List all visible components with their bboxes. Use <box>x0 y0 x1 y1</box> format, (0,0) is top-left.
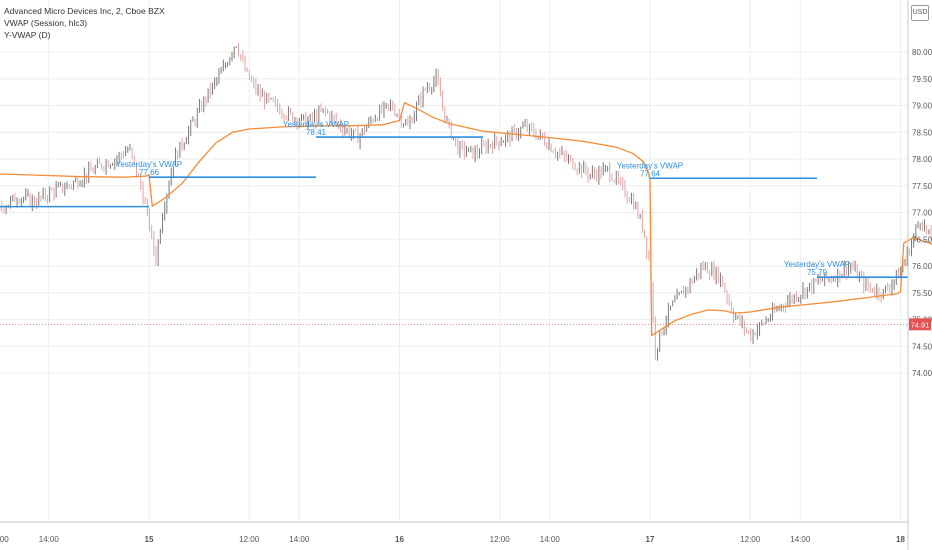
y-tick-label: 75.50 <box>912 289 932 298</box>
x-tick-label: 17 <box>646 535 655 544</box>
x-tick-label: 15 <box>145 535 154 544</box>
yvwap-indicator-label[interactable]: Y-VWAP (D) <box>4 30 51 40</box>
y-tick-label: 77.50 <box>912 182 932 191</box>
x-tick-label: 12:00 <box>740 535 761 544</box>
chart-legend: Advanced Micro Devices Inc, 2, Cboe BZX … <box>4 5 165 41</box>
x-tick-label: 14:00 <box>289 535 310 544</box>
grid <box>0 0 908 522</box>
x-tick-label: 12:00 <box>490 535 511 544</box>
x-tick-label: 18 <box>896 535 905 544</box>
y-tick-label: 77.00 <box>912 209 932 218</box>
last-price-label: 74.91 <box>911 320 930 329</box>
y-tick-label: 80.00 <box>912 48 932 57</box>
x-tick-label: 14:00 <box>39 535 60 544</box>
vwap-series-line <box>0 101 932 337</box>
yvwap-annotation-label: Yesterday's VWAP <box>283 120 349 129</box>
y-tick-label: 76.00 <box>912 262 932 271</box>
x-tick-label: 14:00 <box>790 535 811 544</box>
yvwap-annotation-label: Yesterday's VWAP <box>617 161 683 170</box>
y-tick-label: 79.50 <box>912 75 932 84</box>
y-tick-label: 79.00 <box>912 102 932 111</box>
yvwap-annotation-label: Yesterday's VWAP <box>784 260 850 269</box>
vwap-line <box>0 101 932 337</box>
yvwap-annotation-value: 77.66 <box>139 168 160 177</box>
y-tick-label: 76.50 <box>912 235 932 244</box>
yesterday-vwap-lines <box>0 136 908 279</box>
symbol-title[interactable]: Advanced Micro Devices Inc, 2, Cboe BZX <box>4 6 165 16</box>
y-tick-label: 78.50 <box>912 128 932 137</box>
yvwap-annotation-value: 78.41 <box>306 128 327 137</box>
price-bars <box>0 42 932 361</box>
vwap-indicator-label[interactable]: VWAP (Session, hlc3) <box>4 18 88 28</box>
y-tick-label: 78.00 <box>912 155 932 164</box>
currency-badge[interactable]: USD <box>911 5 929 21</box>
x-tick-label: 14:00 <box>540 535 561 544</box>
x-tick-label: 12:00 <box>0 535 9 544</box>
x-tick-label: 16 <box>395 535 404 544</box>
x-tick-label: 12:00 <box>239 535 260 544</box>
last-price-badge <box>909 318 931 331</box>
yvwap-annotation-value: 75.79 <box>807 268 828 277</box>
y-tick-label: 74.00 <box>912 369 932 378</box>
y-tick-label: 74.50 <box>912 342 932 351</box>
yvwap-annotation-label: Yesterday's VWAP <box>116 160 182 169</box>
yvwap-annotation-value: 77.64 <box>640 169 661 178</box>
